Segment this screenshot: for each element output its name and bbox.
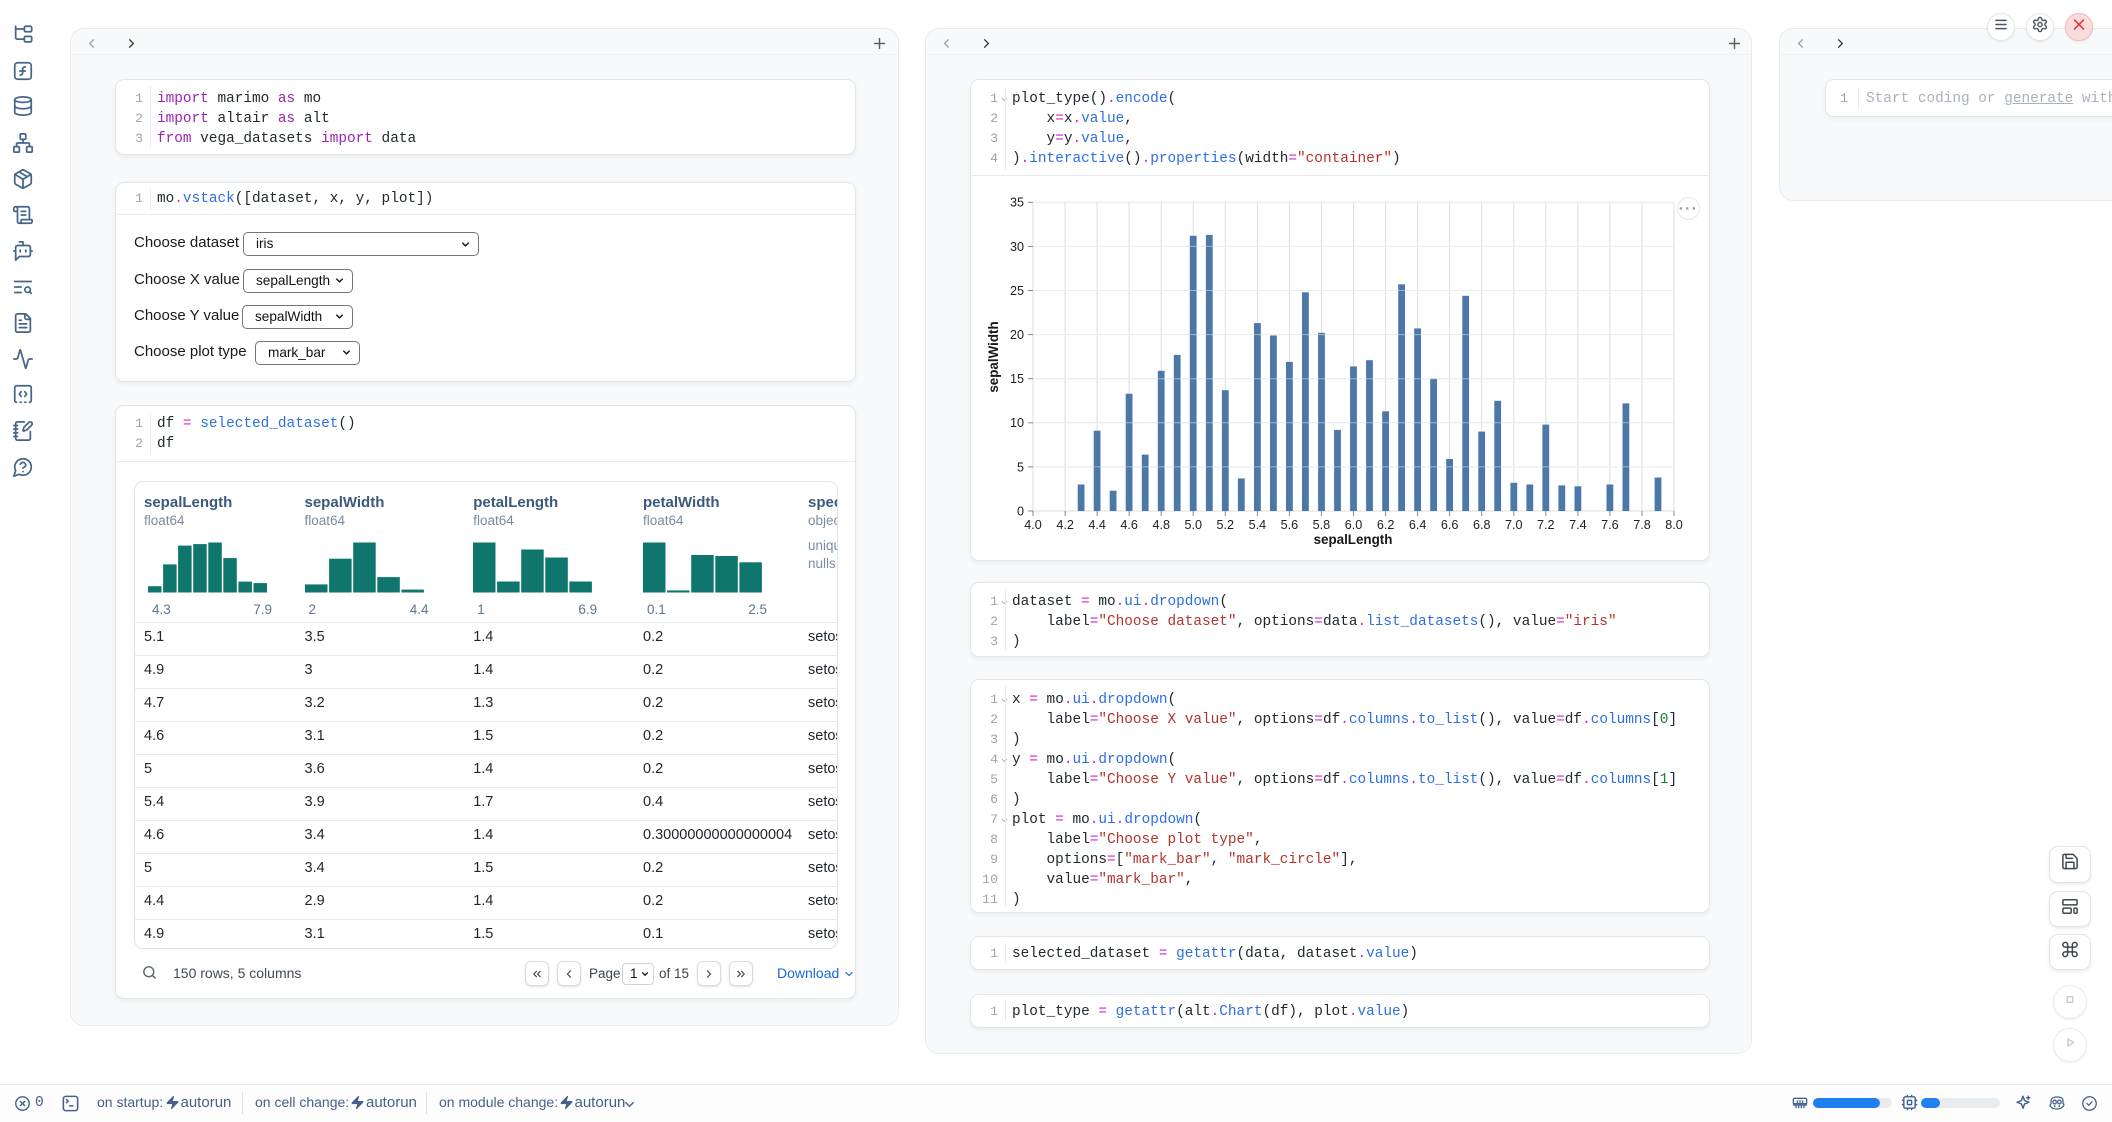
svg-text:5.8: 5.8 [1313,518,1331,532]
svg-text:6.4: 6.4 [1409,518,1427,532]
svg-text:20: 20 [1010,328,1024,342]
svg-text:5.0: 5.0 [1184,518,1202,532]
svg-text:10: 10 [1010,416,1024,430]
svg-text:5: 5 [1017,460,1024,474]
svg-text:5.6: 5.6 [1281,518,1299,532]
svg-text:4.6: 4.6 [1120,518,1138,532]
svg-text:sepalLength: sepalLength [1314,532,1393,547]
svg-text:6.8: 6.8 [1473,518,1491,532]
svg-text:6.2: 6.2 [1377,518,1395,532]
svg-text:30: 30 [1010,240,1024,254]
svg-text:25: 25 [1010,284,1024,298]
svg-text:7.8: 7.8 [1633,518,1651,532]
svg-text:4.0: 4.0 [1024,518,1042,532]
svg-text:8.0: 8.0 [1665,518,1683,532]
svg-text:15: 15 [1010,372,1024,386]
svg-text:7.0: 7.0 [1505,518,1523,532]
svg-text:7.6: 7.6 [1601,518,1619,532]
svg-text:4.4: 4.4 [1088,518,1106,532]
svg-text:4.8: 4.8 [1152,518,1170,532]
svg-text:sepalWidth: sepalWidth [986,321,1001,392]
svg-text:35: 35 [1010,196,1024,210]
svg-text:5.2: 5.2 [1217,518,1235,532]
svg-text:4.2: 4.2 [1056,518,1074,532]
svg-text:0: 0 [1017,504,1024,518]
svg-text:7.2: 7.2 [1537,518,1555,532]
svg-text:5.4: 5.4 [1249,518,1267,532]
svg-text:7.4: 7.4 [1569,518,1587,532]
svg-text:6.0: 6.0 [1345,518,1363,532]
svg-text:6.6: 6.6 [1441,518,1459,532]
